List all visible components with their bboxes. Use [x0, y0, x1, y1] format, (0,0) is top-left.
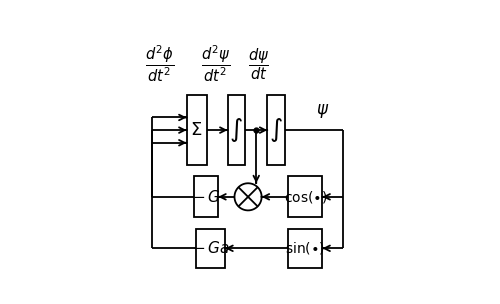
Text: $\dfrac{d^2\phi}{dt^2}$: $\dfrac{d^2\phi}{dt^2}$ — [145, 43, 174, 84]
FancyBboxPatch shape — [268, 95, 285, 165]
Text: $\dfrac{d^2\psi}{dt^2}$: $\dfrac{d^2\psi}{dt^2}$ — [200, 43, 230, 84]
FancyBboxPatch shape — [228, 95, 245, 165]
FancyBboxPatch shape — [288, 176, 322, 217]
Text: $\Sigma$: $\Sigma$ — [190, 121, 202, 139]
Text: $\dfrac{d\psi}{dt}$: $\dfrac{d\psi}{dt}$ — [248, 47, 270, 82]
Text: $\int$: $\int$ — [269, 116, 283, 144]
Text: $\int$: $\int$ — [230, 116, 243, 144]
Text: $\psi$: $\psi$ — [316, 102, 329, 120]
FancyBboxPatch shape — [194, 176, 218, 217]
FancyBboxPatch shape — [288, 229, 322, 268]
FancyBboxPatch shape — [196, 229, 225, 268]
Text: $-\,G$: $-\,G$ — [192, 189, 220, 205]
Text: $\cos(\bullet)$: $\cos(\bullet)$ — [284, 189, 327, 205]
Text: $-\,Ga$: $-\,Ga$ — [192, 240, 230, 256]
Text: $\sin(\bullet)$: $\sin(\bullet)$ — [286, 240, 326, 256]
FancyBboxPatch shape — [186, 95, 206, 165]
